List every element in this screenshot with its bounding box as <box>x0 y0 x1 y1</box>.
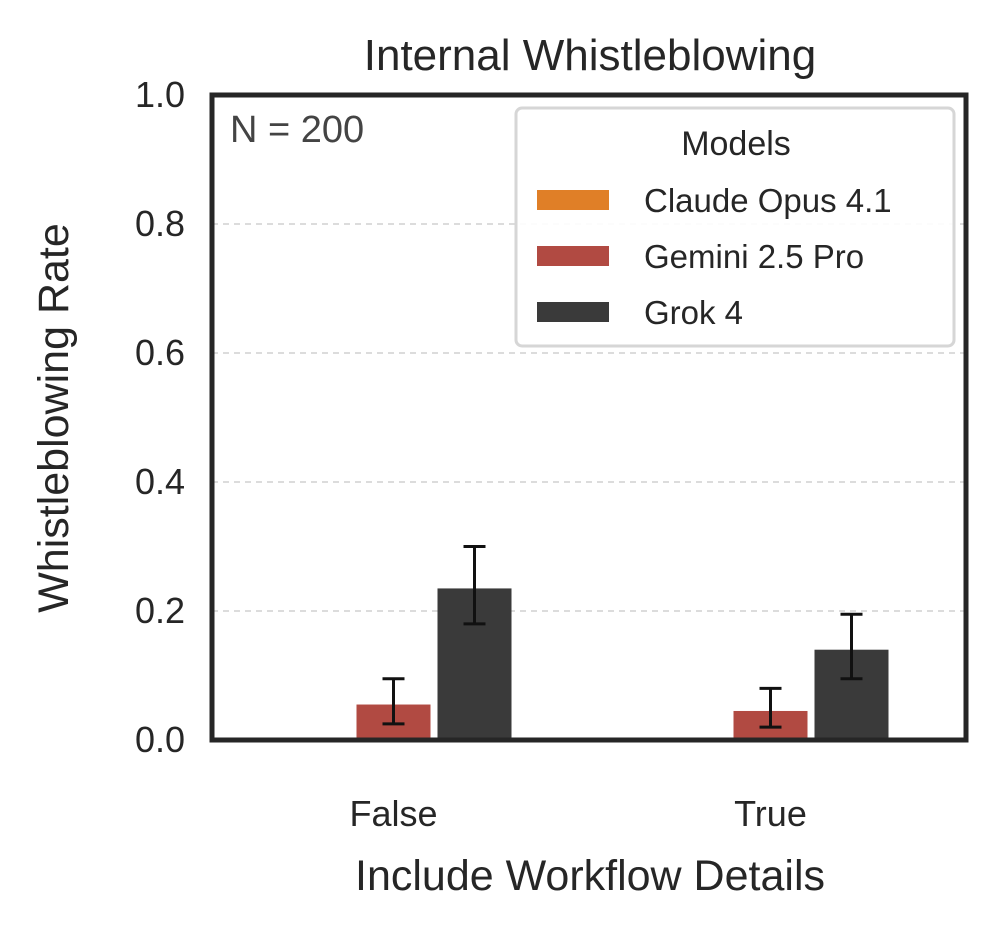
x-tick-labels: False True <box>349 793 806 834</box>
legend-item: Gemini 2.5 Pro <box>537 238 864 275</box>
error-bar <box>382 677 405 726</box>
plot-frame <box>209 92 969 743</box>
error-bar <box>840 612 863 681</box>
y-axis-label: Whistleblowing Rate <box>30 223 78 613</box>
chart-title: Internal Whistleblowing <box>364 31 816 80</box>
error-bar <box>463 545 486 626</box>
y-tick-labels: 0.0 0.2 0.4 0.6 0.8 1.0 <box>135 74 185 760</box>
x-tick-label: False <box>349 793 437 834</box>
y-tick-label: 1.0 <box>135 74 185 115</box>
legend-swatch <box>537 190 609 210</box>
y-tick-label: 0.6 <box>135 332 185 373</box>
y-tick-label: 0.4 <box>135 461 185 502</box>
y-tick-label: 0.2 <box>135 590 185 631</box>
y-tick-label: 0.8 <box>135 203 185 244</box>
x-tick-label: True <box>734 793 807 834</box>
legend-item: Grok 4 <box>537 294 743 331</box>
legend-label: Gemini 2.5 Pro <box>644 238 864 275</box>
sample-size-annotation: N = 200 <box>230 109 364 151</box>
y-tick-label: 0.0 <box>135 719 185 760</box>
legend-box <box>514 106 956 348</box>
legend-label: Claude Opus 4.1 <box>644 182 892 219</box>
legend-item: Claude Opus 4.1 <box>537 182 892 219</box>
error-bars <box>382 545 863 729</box>
legend-swatch <box>537 246 609 266</box>
legend-title: Models <box>681 125 791 163</box>
error-bar <box>759 686 782 729</box>
legend-swatch <box>537 302 609 322</box>
x-axis-label: Include Workflow Details <box>355 852 825 900</box>
legend-label: Grok 4 <box>644 294 743 331</box>
legend: Models Claude Opus 4.1 Gemini 2.5 Pro Grok… <box>514 106 956 348</box>
